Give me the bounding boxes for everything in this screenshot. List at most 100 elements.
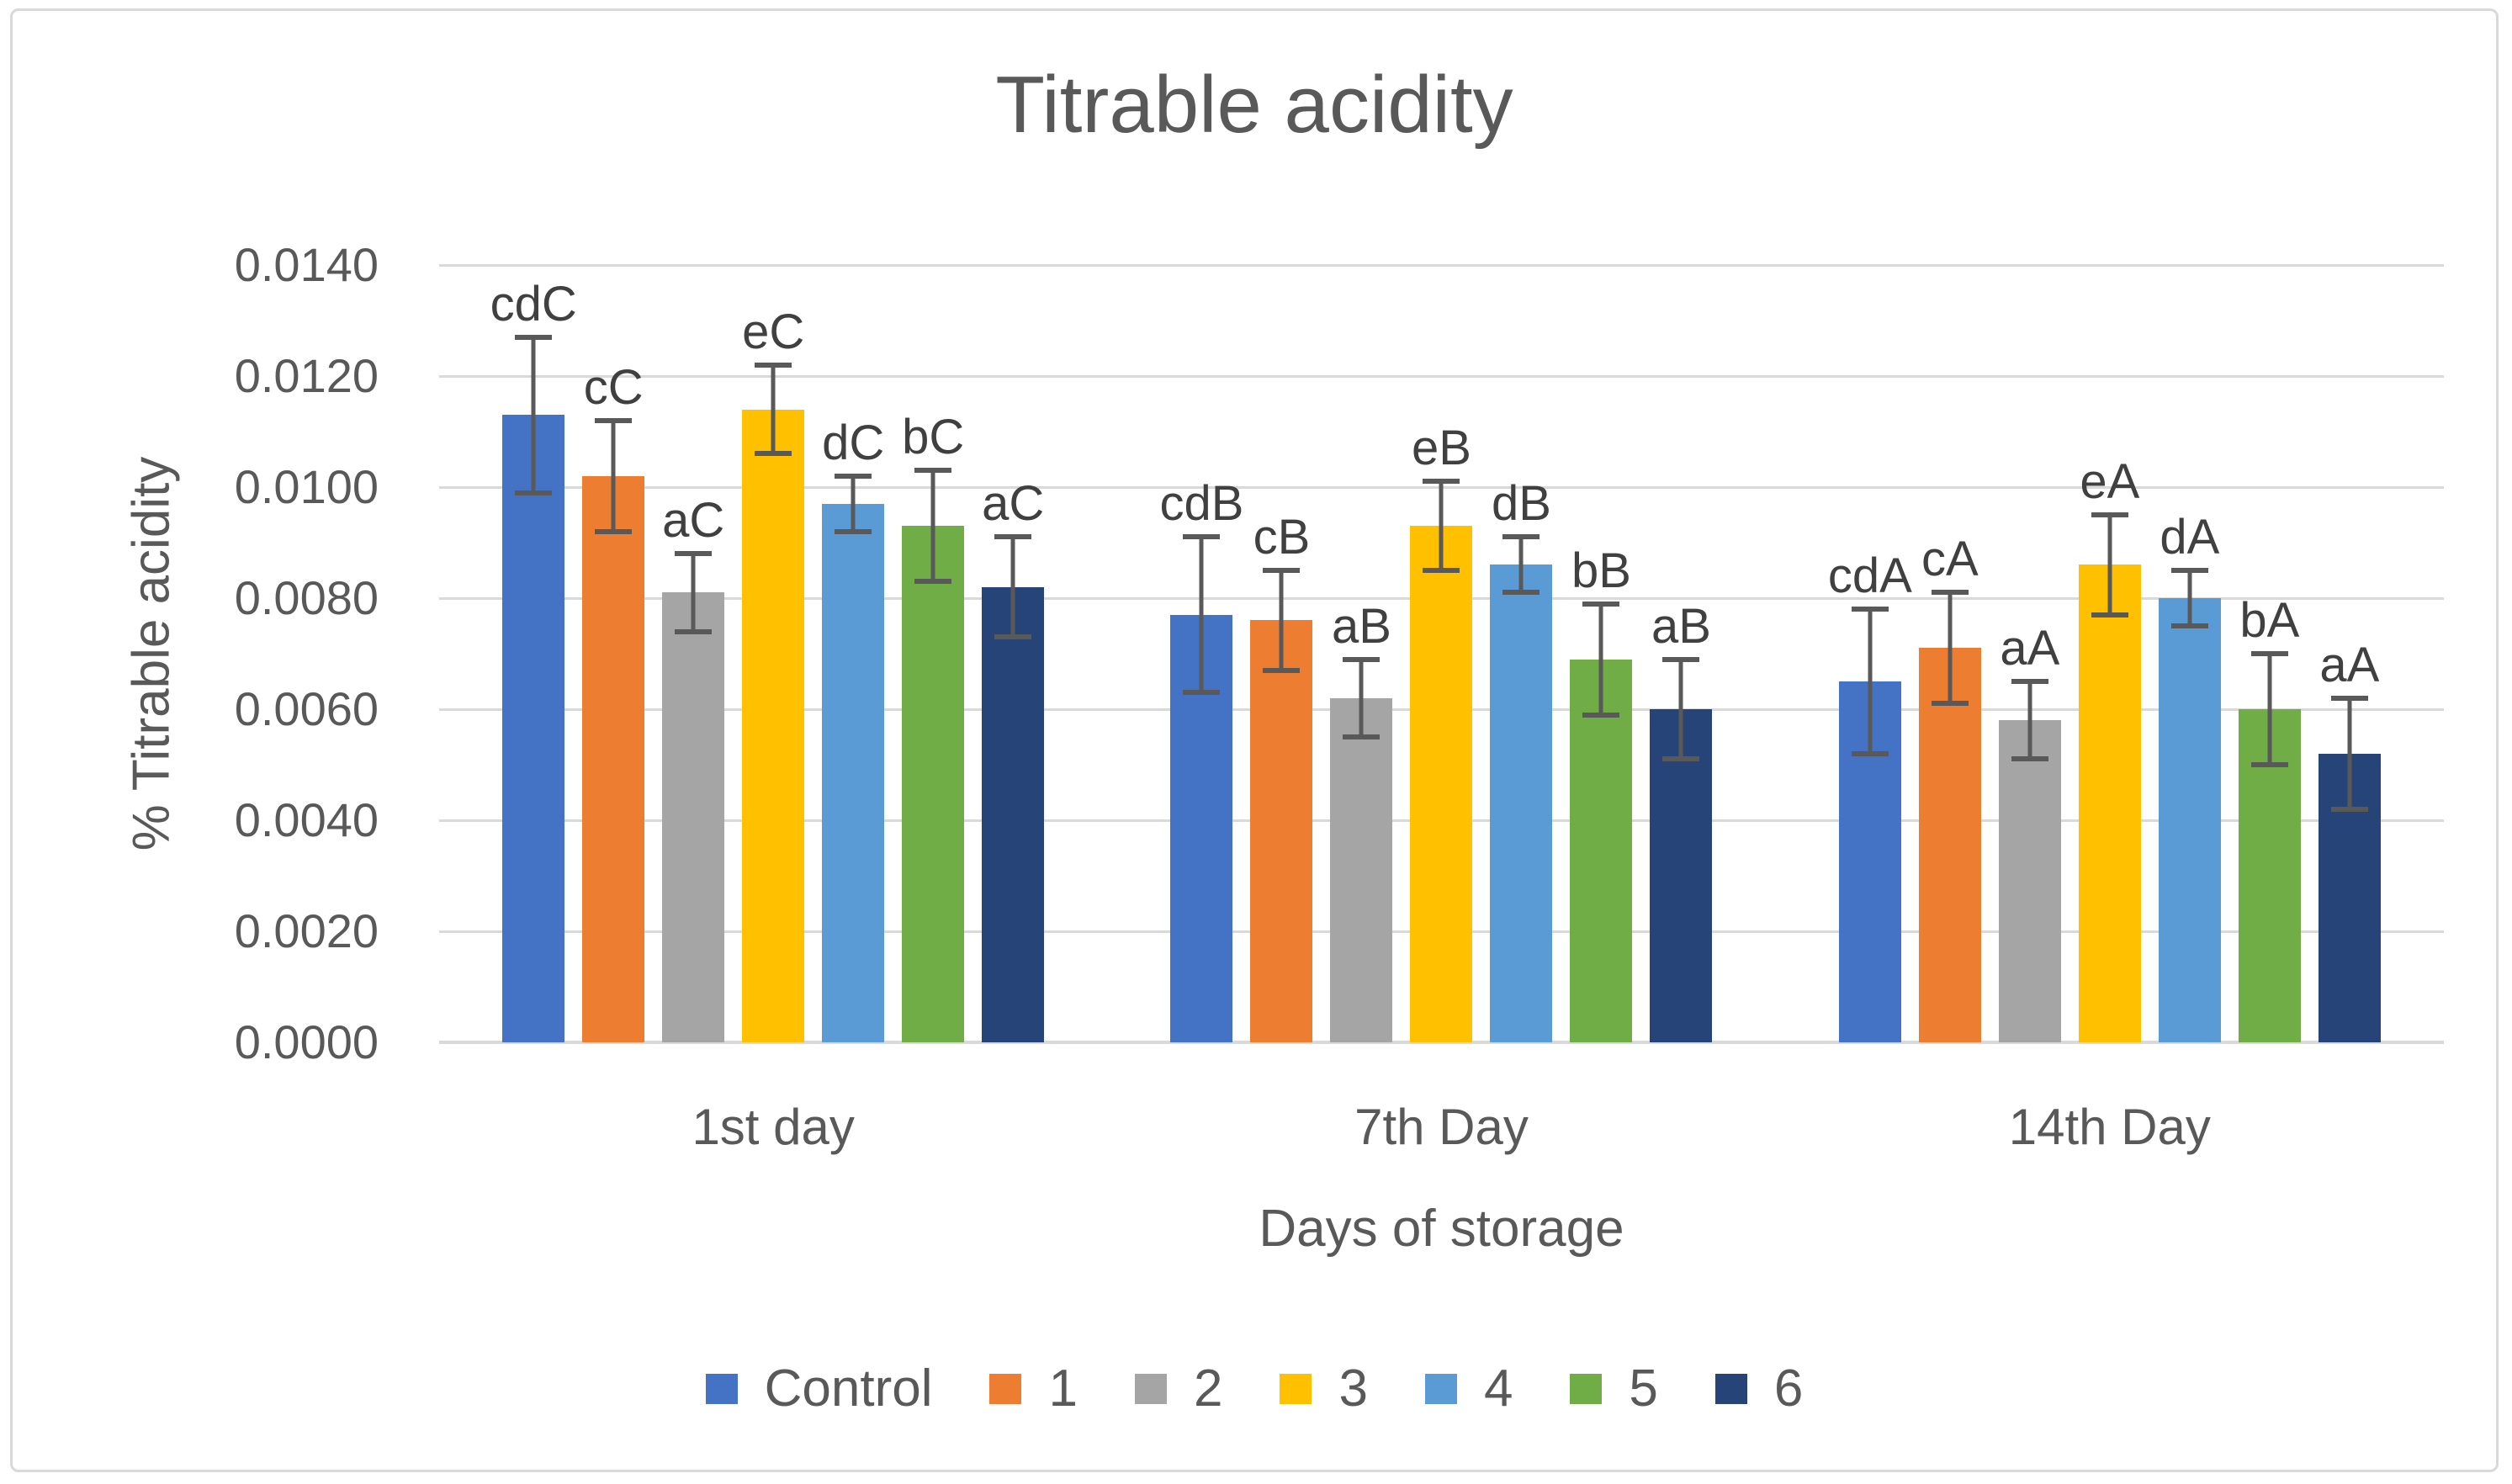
error-bar-top-cap [1662, 656, 1700, 662]
legend-item-2[interactable]: 2 [1134, 1359, 1223, 1418]
chart-title: Titrable acidity [995, 60, 1513, 150]
error-bar-line [1010, 537, 1015, 638]
error-bar-bottom-cap [994, 634, 1032, 640]
x-axis-baseline [439, 1041, 2444, 1044]
error-bar-bottom-cap [2170, 623, 2208, 628]
error-bar-line [1678, 659, 1683, 760]
bar-significance-label: bA [2239, 593, 2300, 648]
bar-series-control-7th-day[interactable]: cdB [1160, 478, 1243, 1042]
error-bar-bottom-cap [2250, 762, 2288, 767]
y-tick-label: 0.0140 [234, 238, 379, 291]
bar-series-5-7th-day[interactable]: bB [1570, 544, 1633, 1042]
x-category-label: 1st day [692, 1099, 855, 1155]
error-bar-bottom-cap [675, 628, 713, 634]
legend-label: 5 [1629, 1359, 1658, 1418]
error-bar-bottom-cap [1582, 712, 1620, 718]
legend-item-control[interactable]: Control [705, 1359, 933, 1418]
error-bar-line [930, 470, 935, 582]
bar-series-1-7th-day[interactable]: cB [1250, 511, 1313, 1042]
bar-series-6-14th-day[interactable]: aA [2318, 639, 2381, 1042]
error-bar-top-cap [595, 417, 633, 423]
error-bar-top-cap [1343, 656, 1381, 662]
error-bar-top-cap [675, 551, 713, 557]
bar-series-control-1st-day[interactable]: cdC [490, 278, 577, 1042]
legend-item-3[interactable]: 3 [1280, 1359, 1368, 1418]
x-category-label: 14th Day [2008, 1099, 2211, 1155]
bar-series-3-14th-day[interactable]: eA [2078, 456, 2141, 1042]
bar-series-2-1st-day[interactable]: aC [662, 495, 724, 1042]
error-bar-line [1598, 603, 1603, 715]
error-bar-line [1948, 592, 1953, 704]
bar-group-1st-day: cdC cC aC eC dC bC aC [439, 265, 1107, 1042]
bar-series-1-1st-day[interactable]: cC [582, 361, 645, 1042]
error-bar-top-cap [2091, 512, 2128, 518]
error-bar-top-cap [1851, 607, 1889, 612]
error-bar-top-cap [1931, 590, 1969, 596]
bar-series-2-14th-day[interactable]: aA [1998, 623, 2061, 1042]
error-bar-top-cap [1183, 534, 1221, 540]
bar-significance-label: aC [982, 476, 1045, 532]
error-bar-bottom-cap [1183, 690, 1221, 696]
error-bar-bottom-cap [1263, 667, 1301, 673]
bar-significance-label: dA [2160, 510, 2220, 564]
error-bar-top-cap [515, 334, 553, 340]
error-bar-bottom-cap [1423, 568, 1460, 573]
bar-series-6-1st-day[interactable]: aC [982, 478, 1044, 1042]
bar-series-control-14th-day[interactable]: cdA [1828, 550, 1912, 1042]
legend-item-5[interactable]: 5 [1570, 1359, 1658, 1418]
bar-series-3-7th-day[interactable]: eB [1410, 422, 1473, 1042]
bar-series-4-14th-day[interactable]: dA [2158, 511, 2221, 1042]
bar-series-5-1st-day[interactable]: bC [902, 411, 964, 1042]
bar-significance-label: dB [1492, 476, 1551, 532]
legend-label: Control [764, 1359, 933, 1418]
bar-series-1-14th-day[interactable]: cA [1918, 533, 1981, 1042]
error-bar-top-cap [1582, 601, 1620, 607]
error-bar-line [1439, 481, 1444, 570]
bar-series-5-14th-day[interactable]: bA [2238, 595, 2301, 1042]
error-bar-bottom-cap [595, 528, 633, 534]
legend-swatch-icon [1714, 1373, 1747, 1404]
gridline [439, 264, 2444, 267]
bar-series-4-1st-day[interactable]: dC [822, 416, 884, 1042]
legend-swatch-icon [1424, 1373, 1457, 1404]
error-bar-line [2347, 697, 2352, 809]
bar-series-6-7th-day[interactable]: aB [1650, 600, 1713, 1042]
error-bar-top-cap [1502, 534, 1540, 540]
error-bar-top-cap [1263, 568, 1301, 574]
y-tick-label: 0.0100 [234, 460, 379, 513]
bar-group-14th-day: cdA cA aA eA dA bA aA [1776, 265, 2444, 1042]
error-bar-bottom-cap [2330, 806, 2368, 812]
y-tick-label: 0.0040 [234, 793, 379, 846]
bar-series-3-1st-day[interactable]: eC [742, 305, 804, 1042]
legend-item-1[interactable]: 1 [989, 1359, 1078, 1418]
error-bar-bottom-cap [1931, 701, 1969, 707]
bar-significance-label: aA [2000, 621, 2060, 676]
bar-significance-label: cB [1253, 510, 1311, 565]
legend-item-4[interactable]: 4 [1424, 1359, 1513, 1418]
error-bar-top-cap [835, 473, 872, 479]
bar-series-2-7th-day[interactable]: aB [1330, 600, 1393, 1042]
error-bar-top-cap [1423, 479, 1460, 485]
error-bar-top-cap [2330, 695, 2368, 701]
error-bar-top-cap [2250, 651, 2288, 656]
legend-label: 4 [1483, 1359, 1513, 1418]
bar-significance-label: eC [742, 304, 805, 359]
error-bar-line [2187, 570, 2192, 626]
legend-item-6[interactable]: 6 [1714, 1359, 1803, 1418]
y-tick-label: 0.0120 [234, 349, 379, 402]
error-bar-line [1868, 609, 1873, 754]
error-bar-top-cap [2170, 568, 2208, 573]
bar-series-4-7th-day[interactable]: dB [1490, 478, 1553, 1042]
error-bar-top-cap [755, 362, 792, 368]
y-tick-label: 0.0080 [234, 571, 379, 624]
error-bar-line [1518, 537, 1524, 593]
error-bar-line [2267, 654, 2272, 765]
error-bar-line [851, 475, 856, 532]
bar-significance-label: eA [2080, 454, 2140, 510]
legend: Control 1 2 3 4 5 6 [13, 1359, 2496, 1418]
bar-significance-label: cdA [1827, 549, 1912, 604]
legend-label: 2 [1193, 1359, 1223, 1418]
bar-significance-label: bC [902, 410, 965, 465]
error-bar-line [771, 364, 776, 454]
